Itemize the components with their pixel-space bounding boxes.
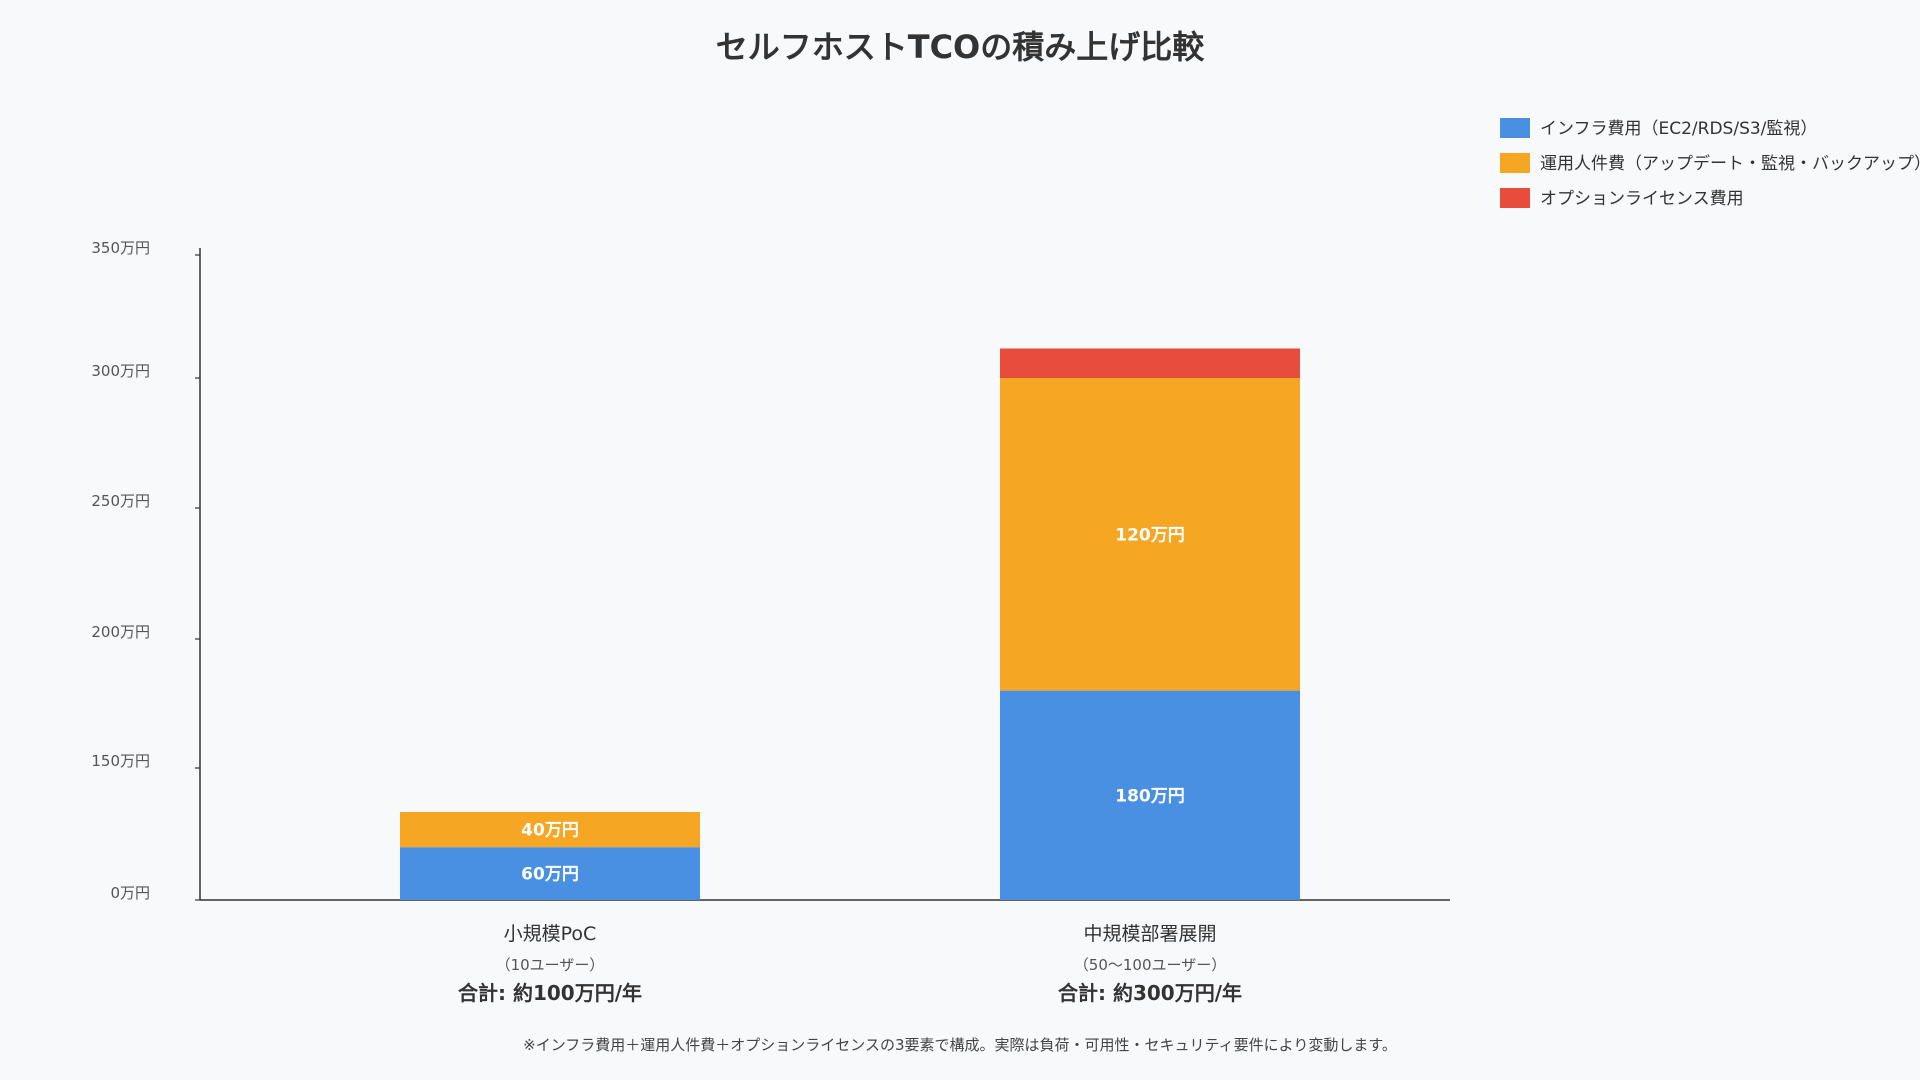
legend-label-1: インフラ費用（EC2/RDS/S3/監視） [1540, 119, 1817, 139]
y-tick-label: 250万円 [91, 492, 150, 510]
y-tick-label: 150万円 [91, 752, 150, 770]
chart-title: セルフホストTCOの積み上げ比較 [716, 28, 1206, 66]
bar-value-label: 180万円 [1115, 786, 1185, 806]
bar-segment-2-2 [1000, 378, 1300, 691]
category-label: 小規模PoC [504, 923, 597, 945]
category-labels: 小規模PoC （10ユーザー） 合計: 約100万円/年 中規模部署展開 （50〜100… [458, 923, 1242, 1005]
bar-segment-1-2 [1000, 690, 1300, 900]
category-subtitle: （50〜100ユーザー） [1074, 956, 1226, 974]
bar-value-label: 60万円 [521, 865, 579, 885]
category-label: 中規模部署展開 [1083, 923, 1216, 945]
legend-label-3: オプションライセンス費用 [1540, 189, 1744, 209]
y-tick-label: 350万円 [91, 239, 150, 257]
category-total: 合計: 約300万円/年 [1058, 981, 1242, 1005]
y-tick-label: 200万円 [91, 623, 150, 641]
y-tick-label: 300万円 [91, 362, 150, 380]
legend: インフラ費用（EC2/RDS/S3/監視） 運用人件費（アップデート・監視・バック… [1500, 118, 1920, 209]
y-tick-label: 0万円 [110, 884, 150, 902]
footnote: ※インフラ費用＋運用人件費＋オプションライセンスの3要素で構成。実際は負荷・可用… [523, 1036, 1397, 1054]
legend-swatch-2 [1500, 153, 1530, 173]
bar-segment-3-2 [1000, 348, 1300, 378]
bar-segment-2-1 [400, 812, 700, 848]
bar-value-label: 40万円 [521, 821, 579, 841]
category-total: 合計: 約100万円/年 [458, 981, 642, 1005]
bar-segment-1-1 [400, 847, 700, 900]
category-subtitle: （10ユーザー） [496, 956, 605, 974]
bars-layer: 60万円 40万円 180万円 120万円 [400, 348, 1300, 900]
legend-label-2: 運用人件費（アップデート・監視・バックアップ） [1540, 153, 1920, 174]
legend-swatch-3 [1500, 188, 1530, 208]
legend-swatch-1 [1500, 118, 1530, 138]
bar-value-label: 120万円 [1115, 525, 1185, 545]
